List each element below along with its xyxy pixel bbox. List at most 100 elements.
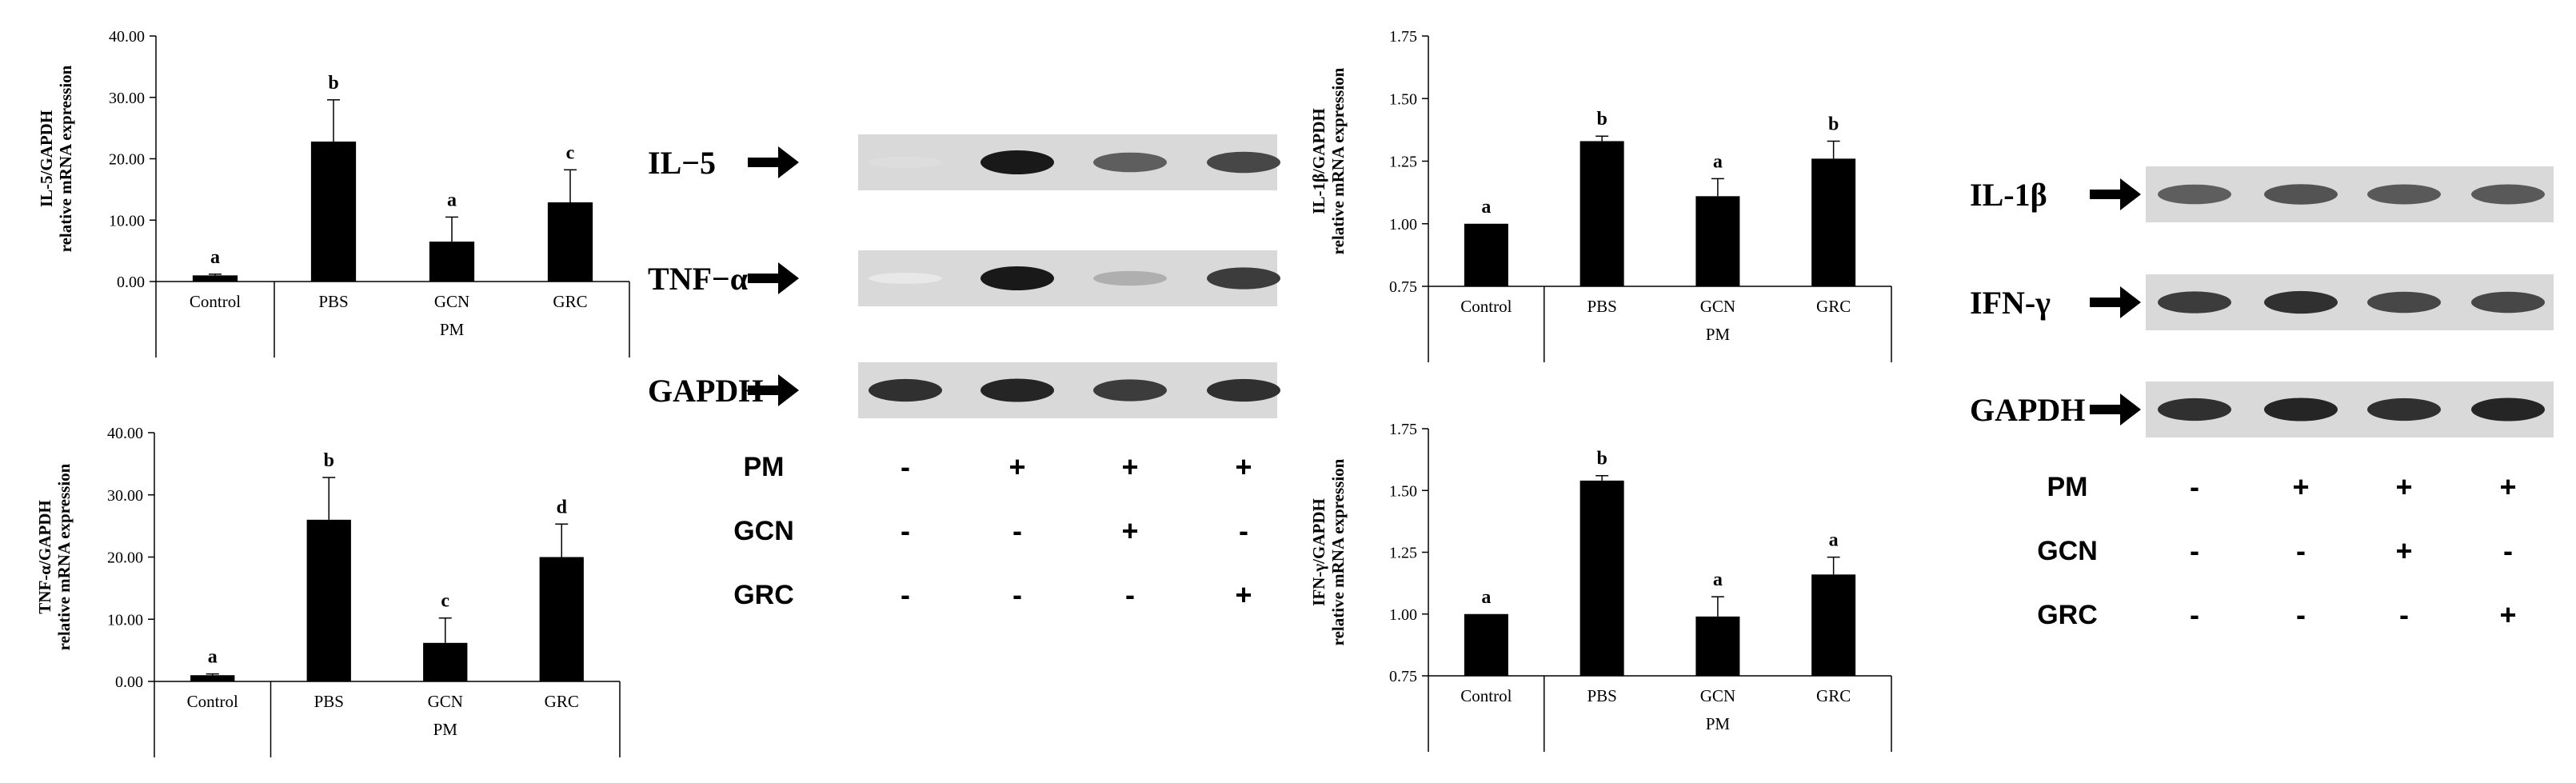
y-tick-label: 10.00 xyxy=(109,212,145,230)
gel-band xyxy=(980,378,1054,402)
arrow-icon xyxy=(778,262,799,294)
gel-panel-1: IL−5 TNF−α GAPDH PM - + + + GCN - - + - GRC - - - + xyxy=(648,134,1280,611)
arrow-icon xyxy=(2120,393,2141,425)
group-label: PM xyxy=(1706,325,1731,344)
y-tick-label: 1.25 xyxy=(1389,154,1417,171)
gel-band xyxy=(2264,184,2338,205)
gel-panel-2: IL-1β IFN-γ GAPDH PM - + + + GCN - - + - GRC - - - + xyxy=(1970,166,2554,631)
minus-sign: - xyxy=(2190,598,2199,631)
condition-label: GCN xyxy=(2037,536,2098,566)
condition-label: GCN xyxy=(733,516,794,546)
plus-sign: + xyxy=(1008,450,1025,483)
minus-sign: - xyxy=(901,578,910,611)
y-tick-label: 1.00 xyxy=(1389,216,1417,234)
significance-letter: a xyxy=(210,247,220,268)
y-tick-label: 30.00 xyxy=(107,487,143,505)
minus-sign: - xyxy=(2296,534,2306,567)
category-label: GCN xyxy=(428,692,463,711)
y-tick-label: 40.00 xyxy=(107,425,143,442)
bar-control xyxy=(1464,223,1508,286)
y-axis-label-line: IFN-γ/GAPDH xyxy=(1309,498,1328,606)
category-label: GRC xyxy=(1816,297,1851,316)
y-tick-label: 0.00 xyxy=(115,673,143,691)
gel-band xyxy=(1207,267,1280,290)
gel-band xyxy=(1093,379,1167,401)
y-axis-label: IL-1β/GAPDHrelative mRNA expression xyxy=(1309,67,1348,254)
bar-pbs xyxy=(1580,480,1624,676)
y-tick-label: 1.25 xyxy=(1389,545,1417,562)
gel-band xyxy=(2158,397,2231,421)
y-tick-label: 0.00 xyxy=(117,274,145,291)
y-tick-label: 0.75 xyxy=(1389,278,1417,296)
significance-letter: a xyxy=(1481,587,1491,608)
arrow-shaft xyxy=(748,274,780,283)
group-label: PM xyxy=(1706,714,1731,733)
y-axis-label: IFN-γ/GAPDHrelative mRNA expression xyxy=(1309,458,1348,645)
category-label: GCN xyxy=(434,292,469,311)
minus-sign: - xyxy=(901,450,910,483)
condition-label: GRC xyxy=(733,580,794,610)
arrow-icon xyxy=(778,374,799,406)
group-label: PM xyxy=(433,720,458,739)
y-axis-label-line: relative mRNA expression xyxy=(56,65,75,252)
significance-letter: a xyxy=(208,647,218,668)
category-label: GCN xyxy=(1700,297,1735,316)
gel-row-label: TNF−α xyxy=(648,261,748,297)
minus-sign: - xyxy=(1012,578,1022,611)
group-label: PM xyxy=(440,320,465,339)
plus-sign: + xyxy=(2395,534,2412,567)
bar-grc xyxy=(1811,158,1856,286)
chart-1: 0.00 10.00 20.00 30.00 40.00 IL-5/GAPDHrelati… xyxy=(37,28,630,358)
plus-sign: + xyxy=(1235,450,1252,483)
gel-band xyxy=(2264,290,2338,314)
gel-band xyxy=(2367,397,2441,421)
arrow-shaft xyxy=(2090,405,2122,414)
chart-3: 0.75 1.00 1.25 1.50 1.75 IL-1β/GAPDHrelative … xyxy=(1309,28,1892,362)
plus-sign: + xyxy=(1121,514,1138,547)
significance-letter: b xyxy=(324,450,334,471)
bar-grc xyxy=(547,202,593,282)
bar-grc xyxy=(539,557,584,681)
plus-sign: + xyxy=(2499,470,2516,503)
y-axis-label-line: IL-1β/GAPDH xyxy=(1309,108,1328,214)
gel-row-label: IL-1β xyxy=(1970,177,2047,213)
minus-sign: - xyxy=(1125,578,1135,611)
arrow-shaft xyxy=(2090,298,2122,307)
category-label: GRC xyxy=(553,292,587,311)
gel-band xyxy=(2471,184,2545,205)
bar-pbs xyxy=(310,142,357,282)
gel-band xyxy=(869,378,942,402)
bar-gcn xyxy=(1695,616,1740,676)
gel-band xyxy=(1207,151,1280,174)
minus-sign: - xyxy=(1012,514,1022,547)
y-tick-label: 0.75 xyxy=(1389,668,1417,685)
gel-row-label: GAPDH xyxy=(1970,392,2085,428)
y-tick-label: 1.75 xyxy=(1389,28,1417,46)
y-tick-label: 10.00 xyxy=(107,611,143,629)
condition-label: PM xyxy=(744,452,785,482)
category-label: Control xyxy=(187,692,238,711)
gel-band xyxy=(1093,270,1167,286)
significance-letter: d xyxy=(557,497,568,517)
bar-gcn xyxy=(429,242,475,282)
gel-row-label: IL−5 xyxy=(648,145,716,181)
gel-band xyxy=(2367,184,2441,205)
gel-band xyxy=(2367,291,2441,314)
chart-2: 0.00 10.00 20.00 30.00 40.00 TNF-α/GAPDHrelat… xyxy=(35,425,621,757)
y-axis-label-line: relative mRNA expression xyxy=(1328,67,1348,254)
plus-sign: + xyxy=(1235,578,1252,611)
gel-band xyxy=(1207,378,1280,402)
significance-letter: b xyxy=(1828,114,1839,134)
significance-letter: b xyxy=(1596,109,1607,130)
category-label: GRC xyxy=(545,692,579,711)
y-tick-label: 1.50 xyxy=(1389,482,1417,500)
gel-band xyxy=(869,273,942,284)
minus-sign: - xyxy=(2503,534,2513,567)
arrow-shaft xyxy=(748,158,780,167)
bar-grc xyxy=(1811,574,1856,676)
y-tick-label: 20.00 xyxy=(107,549,143,567)
condition-label: PM xyxy=(2047,472,2088,502)
category-label: PBS xyxy=(318,292,348,311)
bar-gcn xyxy=(423,642,468,681)
